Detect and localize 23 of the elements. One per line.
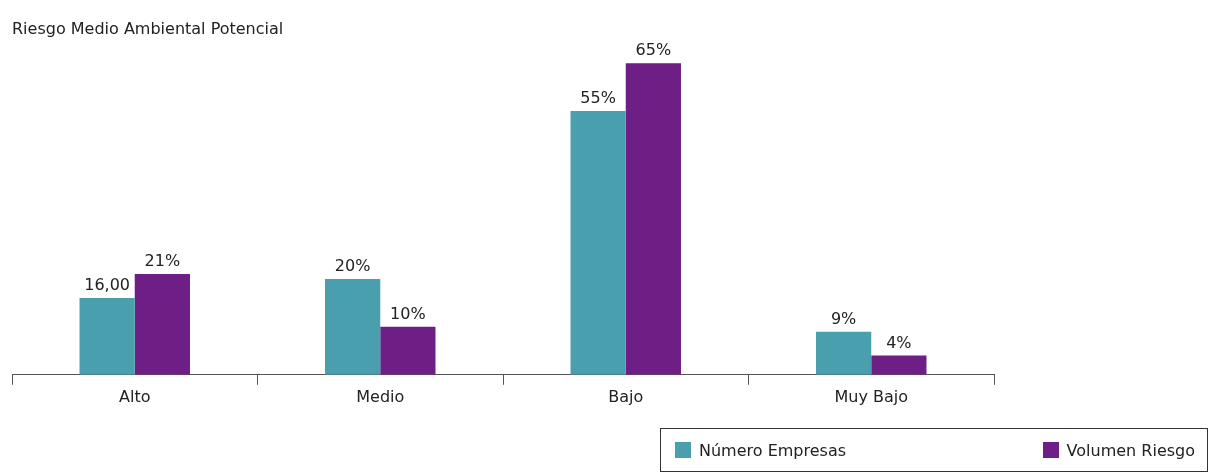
bar — [79, 298, 135, 375]
data-label: 4% — [886, 332, 912, 352]
chart-title: Riesgo Medio Ambiental Potencial — [12, 18, 284, 38]
bar — [380, 326, 436, 375]
data-label: 20% — [334, 256, 371, 276]
data-label: 10% — [390, 304, 426, 324]
bar — [816, 331, 872, 375]
data-label: 16,00 — [84, 275, 131, 295]
legend-label: Número Empresas — [699, 440, 847, 460]
bar — [570, 111, 626, 375]
bar — [325, 278, 381, 375]
bar — [871, 355, 927, 375]
bar — [625, 63, 681, 375]
data-label: 21% — [144, 251, 181, 271]
legend-label: Volumen Riesgo — [1066, 440, 1195, 460]
data-label: 9% — [830, 308, 857, 328]
data-label: 55% — [580, 88, 616, 108]
data-label: 65% — [635, 40, 672, 60]
x-tick-label: Bajo — [608, 386, 644, 406]
x-tick-label: Alto — [119, 386, 151, 406]
x-tick-label: Muy Bajo — [834, 386, 909, 406]
bar — [134, 274, 190, 375]
x-tick-label: Medio — [356, 386, 405, 406]
